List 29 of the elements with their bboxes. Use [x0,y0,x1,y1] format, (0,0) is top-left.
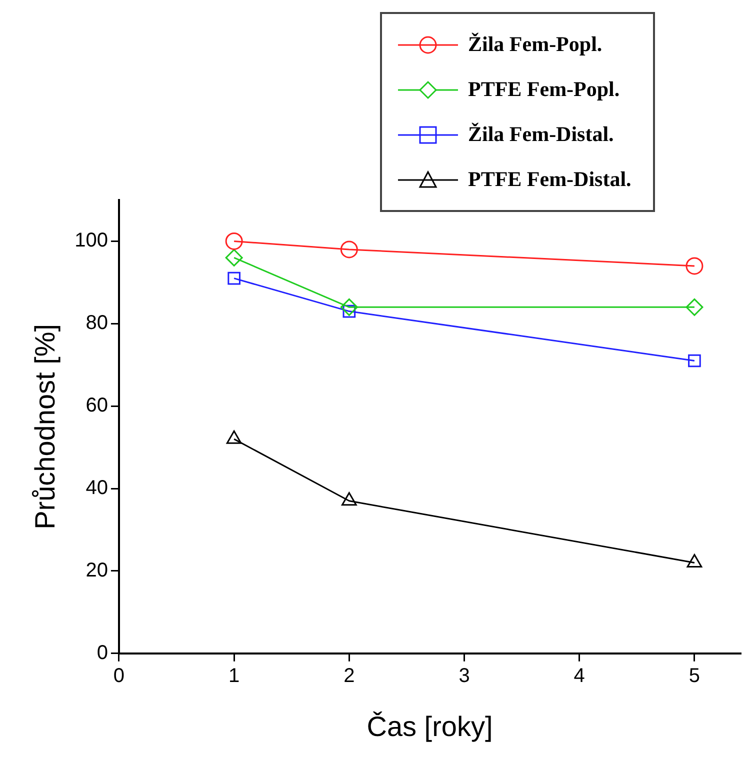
point [686,257,704,275]
y-tick-label: 40 [86,477,108,500]
x-tick-label: 1 [228,664,240,687]
x-tick-label: 4 [574,664,585,687]
y-tick-label: 100 [74,230,108,252]
point [225,232,243,250]
point [686,554,702,568]
y-tick-label: 0 [96,642,108,664]
point [340,240,358,258]
point [688,354,701,368]
y-axis-title: Průchodnost [%] [30,324,61,530]
point [341,492,357,506]
x-tick-label: 3 [458,664,470,687]
legend-label: Žila Fem-Distal. [468,122,614,147]
legend-label: PTFE Fem-Distal. [468,167,632,192]
y-tick-label: 60 [86,394,108,417]
point [686,298,704,316]
point [228,272,240,285]
point [226,430,242,444]
x-tick-label: 2 [344,664,355,687]
y-tick-label: 20 [86,559,108,582]
point [340,298,358,316]
y-tick-label: 80 [86,312,108,334]
x-axis-title: Čas [roky] [366,710,493,742]
x-tick-label: 0 [113,664,125,687]
point [225,248,243,266]
x-tick-label: 5 [688,664,700,687]
legend-label: Žila Fem-Popl. [468,32,602,57]
legend-label: PTFE Fem-Popl. [468,77,620,102]
